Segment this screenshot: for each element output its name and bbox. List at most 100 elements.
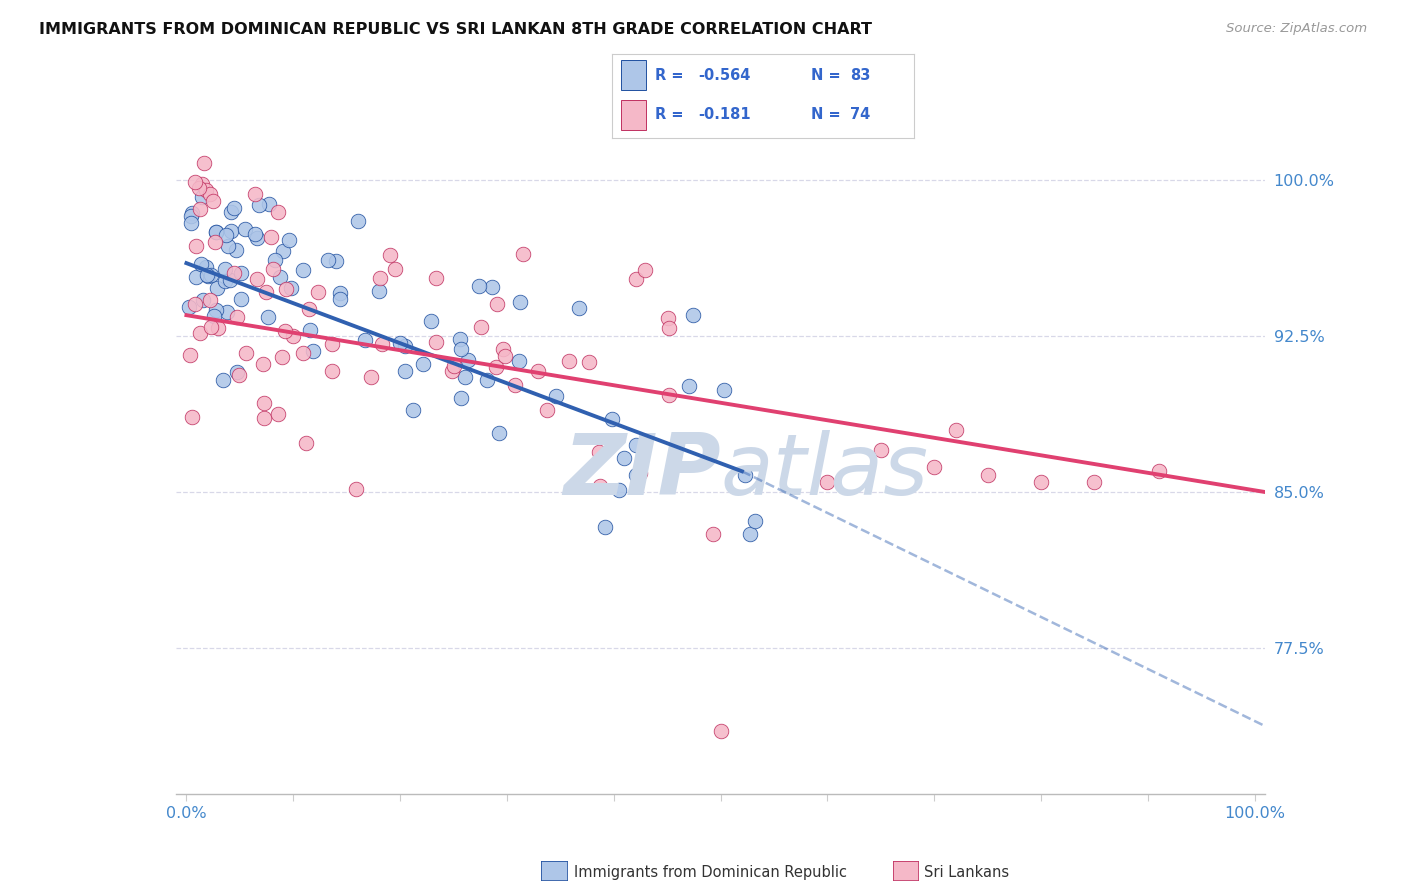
Point <box>298 301 321 316</box>
Point <box>321 363 343 377</box>
Point <box>368 271 391 285</box>
Point <box>247 198 270 212</box>
Point <box>678 379 700 393</box>
Point <box>371 337 394 351</box>
Point <box>188 202 211 217</box>
Point <box>200 320 222 334</box>
Text: ZIP: ZIP <box>562 430 721 513</box>
Point <box>253 410 276 425</box>
Point <box>202 309 225 323</box>
Point <box>734 467 756 482</box>
Point <box>267 407 290 421</box>
Point <box>536 403 558 417</box>
Point <box>177 300 200 314</box>
Point <box>1083 475 1105 489</box>
Point <box>193 293 215 307</box>
Point <box>204 225 226 239</box>
Point <box>744 514 766 528</box>
Point <box>425 271 447 285</box>
Point <box>184 269 207 284</box>
Point <box>243 227 266 242</box>
Point <box>269 270 291 285</box>
Point <box>945 423 967 437</box>
Text: R =: R = <box>655 107 695 122</box>
Point <box>298 323 321 337</box>
Point <box>243 186 266 201</box>
Point <box>607 483 630 497</box>
Point <box>380 248 402 262</box>
Point <box>389 335 412 350</box>
Point <box>190 257 212 271</box>
Point <box>226 365 249 379</box>
Point <box>233 222 256 236</box>
Point <box>394 338 416 352</box>
Text: atlas: atlas <box>721 430 928 513</box>
Point <box>588 445 610 459</box>
Point <box>212 373 235 387</box>
Point <box>280 281 302 295</box>
Point <box>976 468 998 483</box>
Point <box>634 263 657 277</box>
Point <box>180 216 202 230</box>
Point <box>225 310 247 324</box>
Point <box>270 350 292 364</box>
Point <box>922 460 945 475</box>
Point <box>657 311 679 326</box>
Point <box>425 334 447 349</box>
Point <box>347 214 370 228</box>
Point <box>470 320 492 334</box>
Point <box>257 310 280 324</box>
Point <box>292 263 315 277</box>
Point <box>257 197 280 211</box>
Point <box>488 426 510 441</box>
Point <box>302 343 325 358</box>
Point <box>200 268 222 283</box>
Point <box>568 301 591 315</box>
Point <box>180 410 202 425</box>
Point <box>215 228 238 243</box>
Text: N =: N = <box>811 68 846 83</box>
Point <box>274 282 297 296</box>
Point <box>205 281 228 295</box>
Point <box>702 527 724 541</box>
Point <box>449 332 471 346</box>
Point <box>214 262 236 277</box>
Point <box>475 373 498 387</box>
Point <box>624 438 647 452</box>
Point <box>198 293 221 308</box>
Point <box>207 321 229 335</box>
Point <box>267 204 290 219</box>
Point <box>815 475 838 489</box>
Point <box>188 181 211 195</box>
Point <box>260 230 283 244</box>
Point <box>278 233 301 247</box>
Text: 74: 74 <box>851 107 870 122</box>
Point <box>292 346 315 360</box>
Point <box>869 443 891 458</box>
Text: -0.564: -0.564 <box>697 68 751 83</box>
Point <box>198 187 221 202</box>
Point <box>205 225 228 239</box>
Point <box>740 526 762 541</box>
Point <box>191 190 214 204</box>
Point <box>191 177 214 191</box>
Point <box>194 183 217 197</box>
Text: 83: 83 <box>851 68 870 83</box>
Point <box>281 328 304 343</box>
Point <box>222 266 245 280</box>
Point <box>180 210 202 224</box>
Text: R =: R = <box>655 68 689 83</box>
Point <box>325 254 347 268</box>
Point <box>443 359 465 373</box>
Point <box>273 244 295 259</box>
Point <box>197 268 219 283</box>
Point <box>450 391 472 405</box>
Point <box>222 201 245 215</box>
Text: IMMIGRANTS FROM DOMINICAN REPUBLIC VS SRI LANKAN 8TH GRADE CORRELATION CHART: IMMIGRANTS FROM DOMINICAN REPUBLIC VS SR… <box>39 22 872 37</box>
FancyBboxPatch shape <box>620 100 647 130</box>
Point <box>329 286 352 301</box>
Point <box>229 266 252 280</box>
Point <box>613 450 636 465</box>
Point <box>214 274 236 288</box>
Point <box>494 349 516 363</box>
